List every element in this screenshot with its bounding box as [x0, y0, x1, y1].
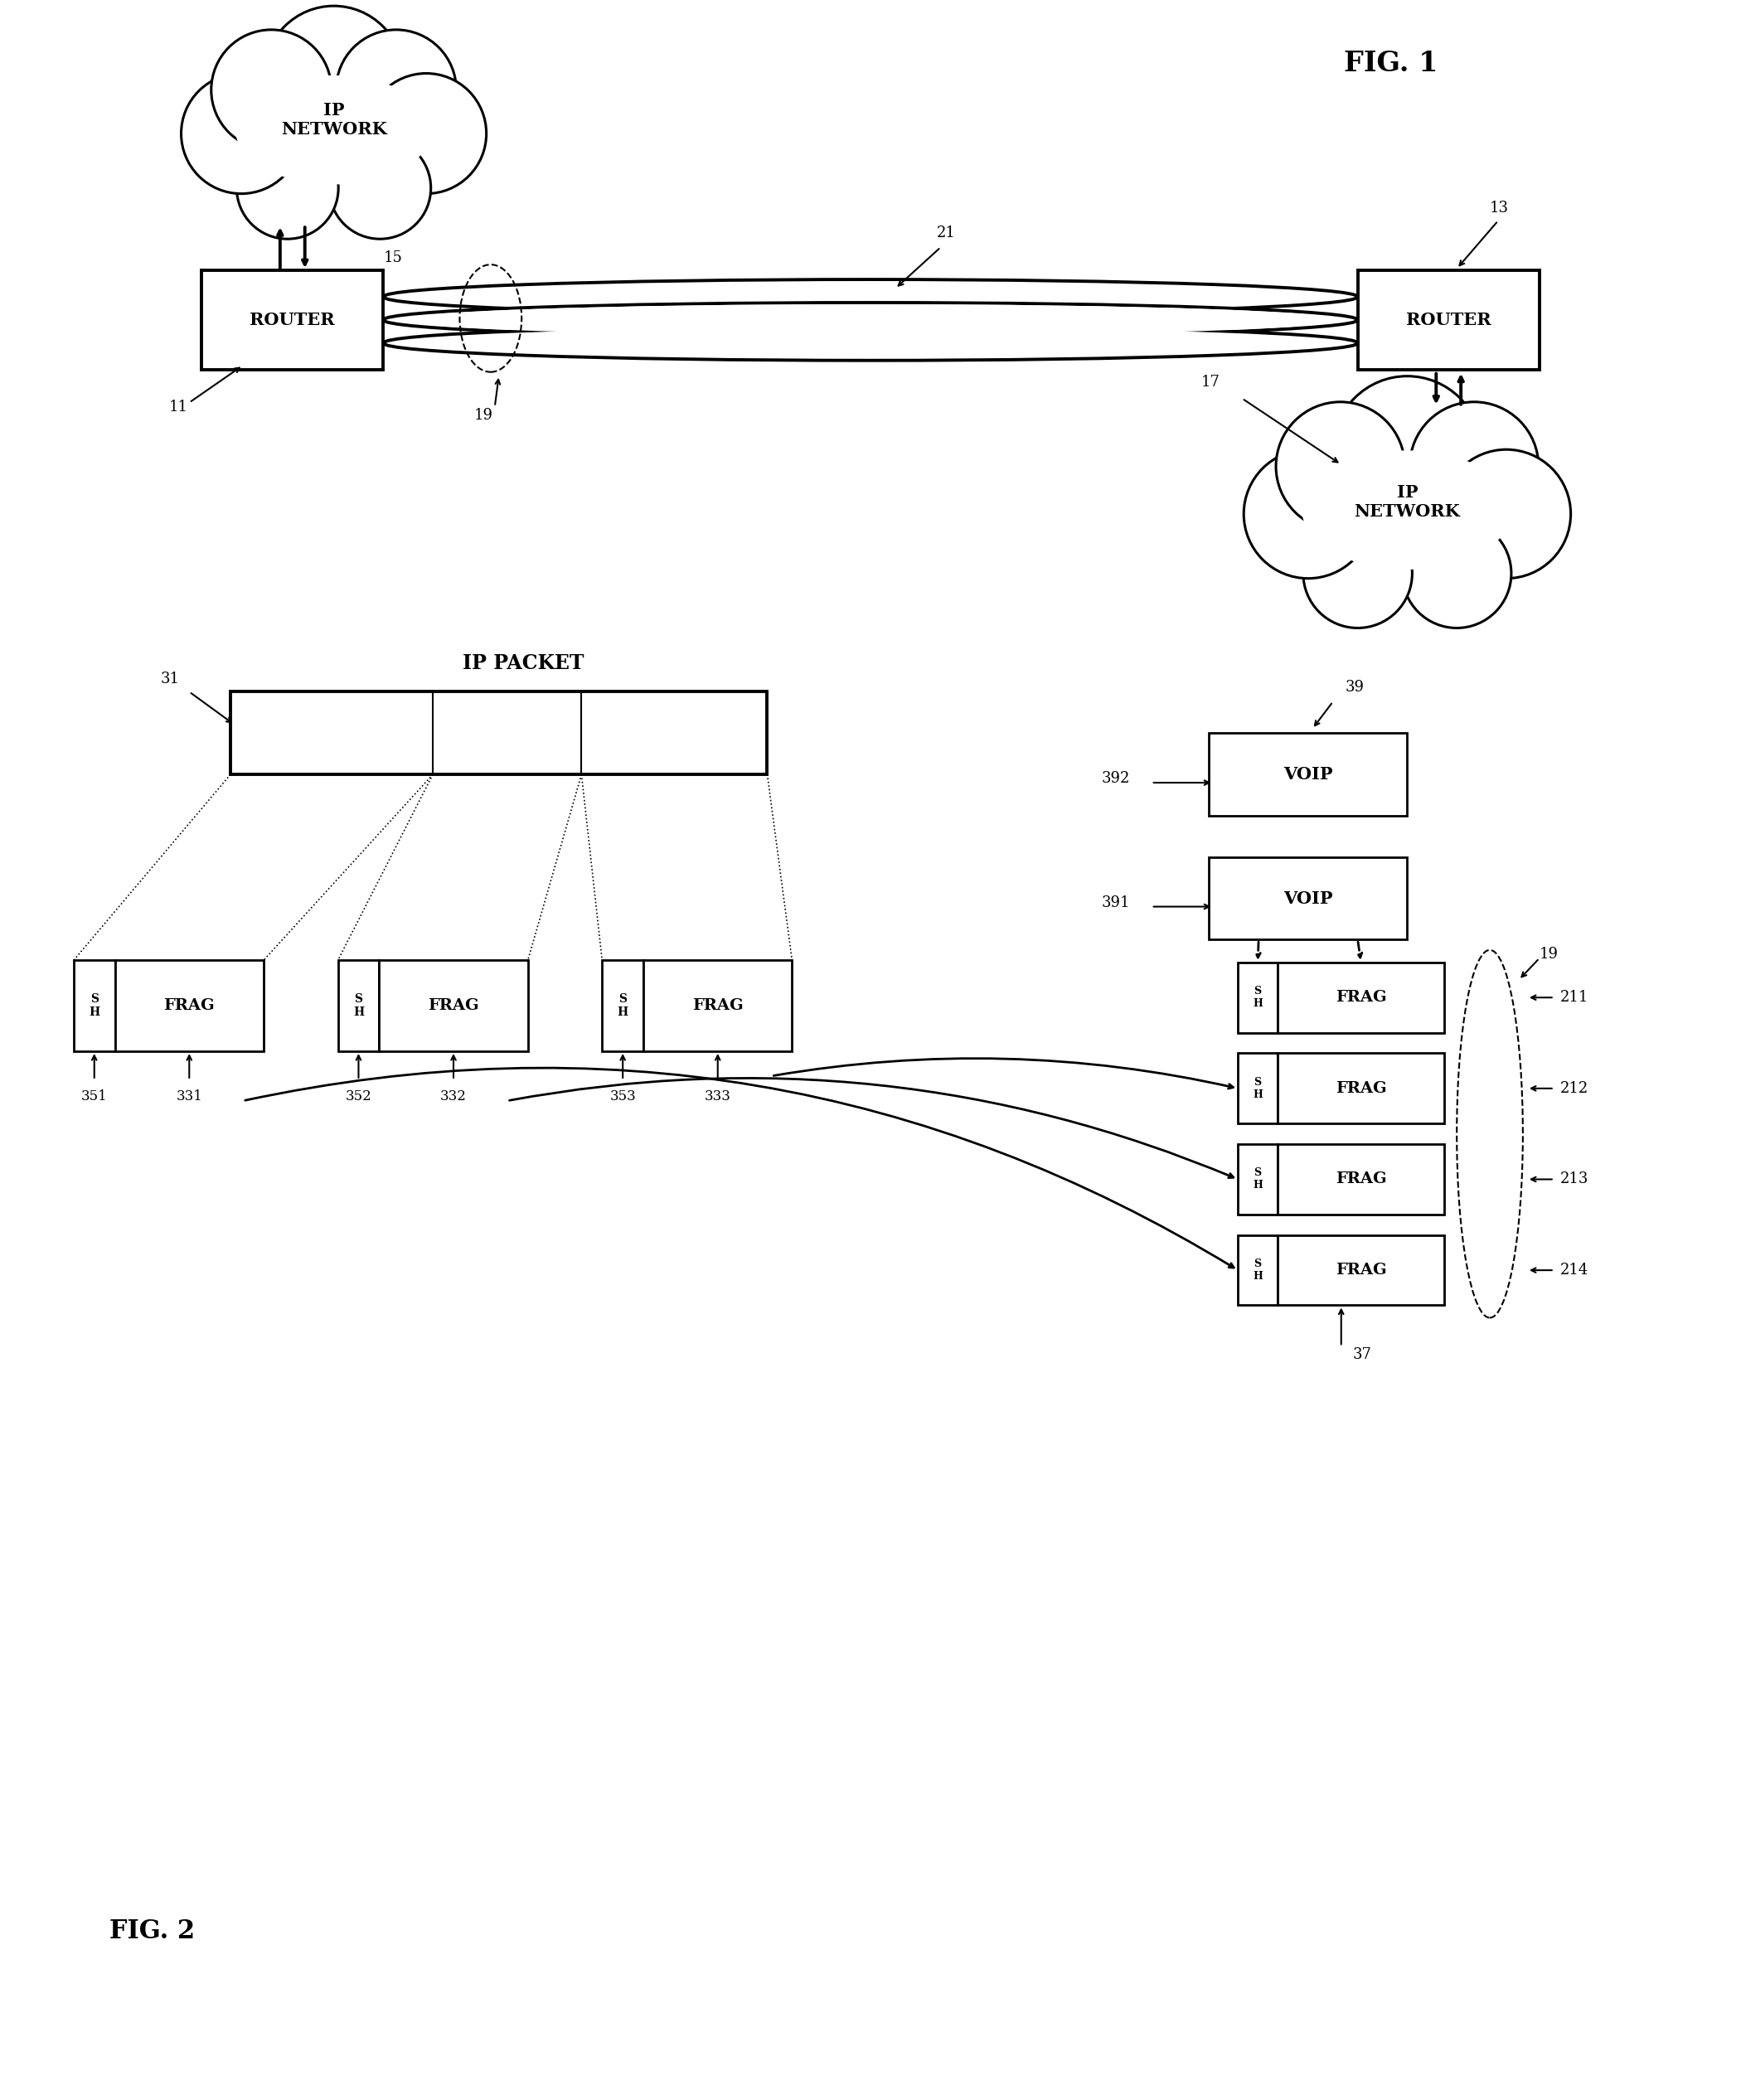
FancyBboxPatch shape: [115, 960, 263, 1052]
FancyBboxPatch shape: [1278, 1235, 1445, 1306]
Circle shape: [1410, 401, 1539, 531]
Text: 19: 19: [474, 407, 493, 422]
Circle shape: [211, 29, 331, 149]
FancyBboxPatch shape: [1208, 857, 1407, 939]
Text: FRAG: FRAG: [1335, 1262, 1386, 1277]
Text: IP
NETWORK: IP NETWORK: [280, 103, 387, 139]
Circle shape: [329, 136, 430, 239]
Circle shape: [366, 74, 486, 193]
Circle shape: [1276, 401, 1405, 531]
Circle shape: [336, 29, 456, 149]
Text: 392: 392: [1102, 771, 1130, 785]
Circle shape: [1402, 519, 1511, 628]
Ellipse shape: [383, 302, 1358, 338]
FancyBboxPatch shape: [1238, 1235, 1278, 1306]
FancyBboxPatch shape: [202, 271, 383, 370]
FancyBboxPatch shape: [1278, 1144, 1445, 1214]
Text: 37: 37: [1353, 1348, 1372, 1363]
Circle shape: [1442, 449, 1570, 578]
Text: 213: 213: [1560, 1172, 1588, 1186]
Text: 351: 351: [82, 1090, 108, 1105]
Text: 391: 391: [1102, 895, 1130, 909]
Text: 331: 331: [176, 1090, 202, 1105]
FancyBboxPatch shape: [1238, 962, 1278, 1033]
Text: S
H: S H: [1254, 1168, 1262, 1191]
Text: 332: 332: [440, 1090, 467, 1105]
Text: FRAG: FRAG: [693, 998, 743, 1014]
Ellipse shape: [1302, 452, 1513, 569]
Text: 214: 214: [1560, 1262, 1588, 1277]
Text: FRAG: FRAG: [164, 998, 214, 1014]
FancyBboxPatch shape: [1278, 962, 1445, 1033]
Text: VOIP: VOIP: [1283, 890, 1334, 907]
Text: 19: 19: [1539, 947, 1558, 962]
Text: S
H: S H: [618, 993, 629, 1018]
Circle shape: [181, 74, 301, 193]
Text: IP PACKET: IP PACKET: [463, 653, 585, 672]
Text: 11: 11: [169, 399, 188, 414]
FancyBboxPatch shape: [1238, 1144, 1278, 1214]
Ellipse shape: [235, 76, 432, 185]
Circle shape: [1334, 376, 1482, 525]
Text: 21: 21: [937, 225, 956, 242]
Circle shape: [1243, 449, 1372, 578]
Circle shape: [265, 6, 404, 145]
FancyBboxPatch shape: [230, 691, 768, 775]
Text: S
H: S H: [1254, 1258, 1262, 1281]
Text: 17: 17: [1201, 374, 1220, 388]
FancyBboxPatch shape: [1358, 271, 1539, 370]
Text: FRAG: FRAG: [1335, 989, 1386, 1006]
Circle shape: [1304, 519, 1412, 628]
Ellipse shape: [402, 304, 1339, 336]
Text: S
H: S H: [1254, 985, 1262, 1010]
Text: 333: 333: [705, 1090, 731, 1105]
Text: FIG. 1: FIG. 1: [1344, 50, 1438, 78]
Ellipse shape: [383, 326, 1358, 361]
Text: 31: 31: [160, 672, 179, 687]
Text: FRAG: FRAG: [1335, 1172, 1386, 1186]
FancyBboxPatch shape: [380, 960, 528, 1052]
Text: ROUTER: ROUTER: [251, 311, 334, 328]
Text: FRAG: FRAG: [428, 998, 479, 1014]
Ellipse shape: [383, 279, 1358, 315]
Text: VOIP: VOIP: [1283, 766, 1334, 783]
Text: IP
NETWORK: IP NETWORK: [1354, 483, 1461, 519]
Text: S
H: S H: [1254, 1077, 1262, 1100]
FancyBboxPatch shape: [1238, 1054, 1278, 1124]
Text: S
H: S H: [89, 993, 99, 1018]
Text: S
H: S H: [353, 993, 364, 1018]
FancyBboxPatch shape: [1278, 1054, 1445, 1124]
Text: FRAG: FRAG: [1335, 1082, 1386, 1096]
Text: ROUTER: ROUTER: [1407, 311, 1490, 328]
Text: 212: 212: [1560, 1082, 1588, 1096]
FancyBboxPatch shape: [644, 960, 792, 1052]
FancyBboxPatch shape: [338, 960, 380, 1052]
Text: 353: 353: [609, 1090, 635, 1105]
FancyBboxPatch shape: [1208, 733, 1407, 815]
FancyBboxPatch shape: [73, 960, 115, 1052]
Text: 15: 15: [383, 250, 402, 265]
Text: FIG. 2: FIG. 2: [110, 1919, 195, 1945]
Circle shape: [237, 136, 338, 239]
Text: 13: 13: [1490, 202, 1509, 216]
FancyBboxPatch shape: [602, 960, 644, 1052]
Text: 211: 211: [1560, 989, 1588, 1006]
Text: 39: 39: [1346, 680, 1365, 695]
Text: 352: 352: [345, 1090, 371, 1105]
